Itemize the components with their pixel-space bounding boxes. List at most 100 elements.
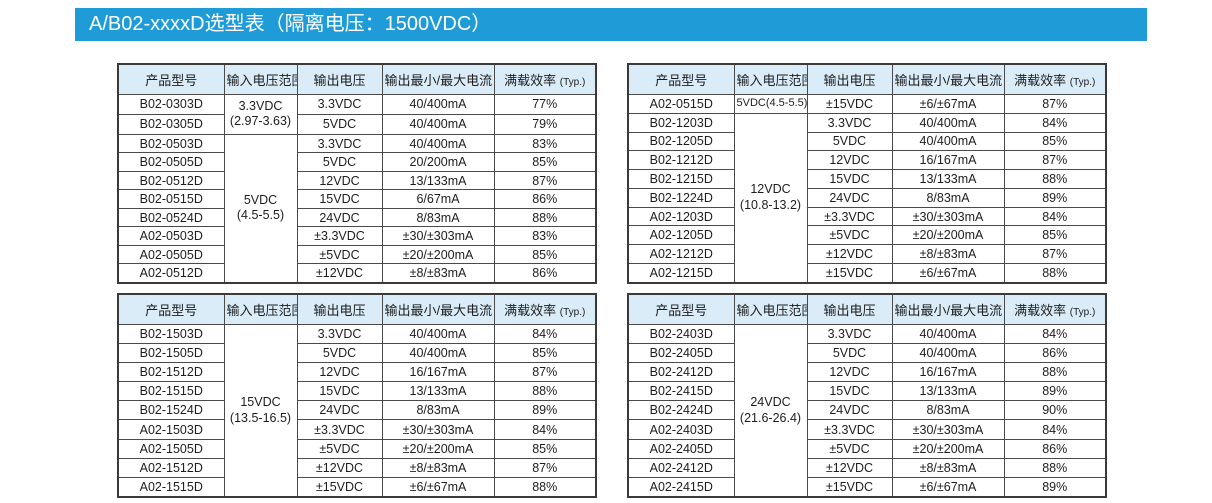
- output-voltage-cell: 15VDC: [806, 381, 893, 402]
- output-current-cell: ±6/±67mA: [381, 476, 495, 498]
- table-row: B02-0303D 3.3VDC (2.97-3.63) 3.3VDC 40/400mA…: [117, 94, 597, 135]
- output-voltage-cell: 3.3VDC: [806, 323, 893, 345]
- efficiency-cell: 85%: [493, 152, 597, 172]
- column-header-label: 满载效率: [504, 73, 557, 88]
- table-row: B02-0503D 5VDC (4.5-5.5) 3.3VDC 40/400mA 83%: [117, 133, 597, 284]
- model-cell: B02-1205D: [627, 131, 735, 152]
- efficiency-cell: 88%: [493, 476, 597, 498]
- table-row: A02-0505D ±5VDC ±20/±200mA 85%: [117, 244, 597, 265]
- output-current-cell: ±6/±67mA: [891, 263, 1005, 284]
- output-current-cell: 16/167mA: [891, 362, 1005, 383]
- input-voltage-cell: 5VDC(4.5-5.5): [223, 133, 298, 284]
- model-cell: B02-1224D: [627, 187, 735, 208]
- output-current-cell: 40/400mA: [891, 343, 1005, 364]
- output-voltage-cell: ±5VDC: [806, 438, 893, 459]
- table-row: A02-2405D ±5VDC ±20/±200mA 86%: [627, 438, 1107, 459]
- column-header-label: 输入电压范围: [226, 303, 297, 318]
- output-current-cell: 40/400mA: [891, 131, 1005, 152]
- model-cell: B02-1215D: [627, 169, 735, 189]
- output-voltage-cell: 12VDC: [296, 170, 383, 191]
- table-row: B02-2424D 24VDC 8/83mA 90%: [627, 400, 1107, 421]
- table-row: B02-0515D 15VDC 6/67mA 86%: [117, 189, 597, 209]
- output-current-cell: ±20/±200mA: [891, 438, 1005, 459]
- efficiency-cell: 88%: [1003, 457, 1107, 478]
- column-header: 输出电压: [296, 293, 383, 325]
- table-row: B02-2403D 24VDC (21.6-26.4) 3.3VDC 40/400mA 8…: [627, 323, 1107, 498]
- table-row: A02-2415D ±15VDC ±6/±67mA 89%: [627, 476, 1107, 498]
- output-current-cell: 6/67mA: [381, 189, 495, 209]
- model-cell: A02-2415D: [627, 476, 735, 498]
- model-cell: B02-1505D: [117, 343, 225, 364]
- efficiency-cell: 87%: [1003, 150, 1107, 171]
- output-current-cell: ±8/±83mA: [381, 263, 495, 284]
- table-row: A02-1205D ±5VDC ±20/±200mA 85%: [627, 225, 1107, 246]
- output-voltage-cell: ±3.3VDC: [296, 226, 383, 246]
- column-header-label: 输出最小/最大电流: [384, 303, 493, 318]
- efficiency-cell: 84%: [493, 419, 597, 440]
- table-row: B02-0512D 12VDC 13/133mA 87%: [117, 170, 597, 191]
- efficiency-cell: 86%: [1003, 343, 1107, 364]
- output-voltage-cell: 12VDC: [296, 362, 383, 383]
- output-current-cell: 40/400mA: [891, 323, 1005, 345]
- model-cell: A02-2405D: [627, 438, 735, 459]
- output-current-cell: 40/400mA: [381, 113, 495, 135]
- column-header-label: 输出电压: [823, 303, 876, 318]
- table-row: A02-1515D ±15VDC ±6/±67mA 88%: [117, 476, 597, 498]
- header-row: 产品型号 输入电压范围 输出电压 输出最小/最大电流 满载效率 (Typ.): [117, 63, 597, 95]
- table-body: A02-0515D 5VDC(4.5-5.5) ±15VDC ±6/±67mA 87% B…: [627, 94, 1107, 284]
- column-header-label: 输入电压范围: [226, 73, 297, 88]
- output-current-cell: ±6/±67mA: [891, 94, 1005, 114]
- column-header-label: 输出最小/最大电流: [384, 73, 493, 88]
- output-voltage-cell: ±15VDC: [806, 476, 893, 498]
- column-header: 输入电压范围: [223, 293, 298, 325]
- model-cell: B02-1524D: [117, 400, 225, 421]
- selection-table-bottom-right: 产品型号 输入电压范围 输出电压 输出最小/最大电流 满载效率 (Typ.) B02-24…: [627, 293, 1107, 498]
- output-current-cell: 8/83mA: [891, 187, 1005, 208]
- output-current-cell: 16/167mA: [891, 150, 1005, 171]
- section-title-banner: A/B02-xxxxD选型表（隔离电压：1500VDC）: [75, 8, 1147, 41]
- column-header-label: 产品型号: [655, 303, 708, 318]
- column-header: 输出最小/最大电流: [891, 63, 1005, 95]
- table-row: B02-1503D 15VDC (13.5-16.5) 3.3VDC 40/400mA 8…: [117, 323, 597, 498]
- table-row: B02-1512D 12VDC 16/167mA 87%: [117, 362, 597, 383]
- model-cell: B02-2412D: [627, 362, 735, 383]
- output-voltage-cell: 5VDC: [296, 113, 383, 135]
- output-voltage-cell: ±15VDC: [806, 263, 893, 284]
- output-voltage-cell: ±5VDC: [296, 438, 383, 459]
- table-body: B02-1503D 15VDC (13.5-16.5) 3.3VDC 40/400mA 8…: [117, 323, 597, 498]
- output-voltage-cell: ±3.3VDC: [296, 419, 383, 440]
- column-header: 满载效率 (Typ.): [1003, 293, 1107, 325]
- output-current-cell: ±8/±83mA: [891, 457, 1005, 478]
- column-header: 满载效率 (Typ.): [493, 293, 597, 325]
- input-voltage-cell: 3.3VDC (2.97-3.63): [223, 94, 298, 135]
- column-header-label: 输出最小/最大电流: [894, 303, 1003, 318]
- output-current-cell: 8/83mA: [381, 207, 495, 228]
- column-header-label: 产品型号: [145, 303, 198, 318]
- selection-table-top-right: 产品型号 输入电压范围 输出电压 输出最小/最大电流 满载效率 (Typ.) A02-05…: [627, 63, 1107, 284]
- model-cell: B02-2403D: [627, 323, 735, 345]
- typ-suffix: (Typ.): [559, 77, 586, 88]
- table-row: B02-2415D 15VDC 13/133mA 89%: [627, 381, 1107, 402]
- efficiency-cell: 86%: [1003, 438, 1107, 459]
- output-voltage-cell: 24VDC: [296, 207, 383, 228]
- typ-suffix: (Typ.): [1069, 77, 1096, 88]
- column-header: 输出电压: [296, 63, 383, 95]
- model-cell: A02-1503D: [117, 419, 225, 440]
- column-header-label: 输出最小/最大电流: [894, 73, 1003, 88]
- output-current-cell: ±30/±303mA: [381, 226, 495, 246]
- column-header-label: 满载效率: [504, 303, 557, 318]
- table-row: B02-1203D 12VDC (10.8-13.2) 3.3VDC 40/400mA 8…: [627, 112, 1107, 284]
- output-voltage-cell: 12VDC: [806, 362, 893, 383]
- column-header-label: 输出电压: [823, 73, 876, 88]
- model-cell: A02-1203D: [627, 206, 735, 227]
- output-voltage-cell: 5VDC: [806, 131, 893, 152]
- output-current-cell: 13/133mA: [891, 169, 1005, 189]
- table-row: B02-0305D 5VDC 40/400mA 79%: [117, 113, 597, 135]
- efficiency-cell: 84%: [1003, 112, 1107, 133]
- efficiency-cell: 87%: [493, 457, 597, 478]
- header-row: 产品型号 输入电压范围 输出电压 输出最小/最大电流 满载效率 (Typ.): [117, 293, 597, 325]
- efficiency-cell: 85%: [1003, 225, 1107, 246]
- efficiency-cell: 86%: [493, 189, 597, 209]
- table-row: B02-2412D 12VDC 16/167mA 88%: [627, 362, 1107, 383]
- output-voltage-cell: 15VDC: [806, 169, 893, 189]
